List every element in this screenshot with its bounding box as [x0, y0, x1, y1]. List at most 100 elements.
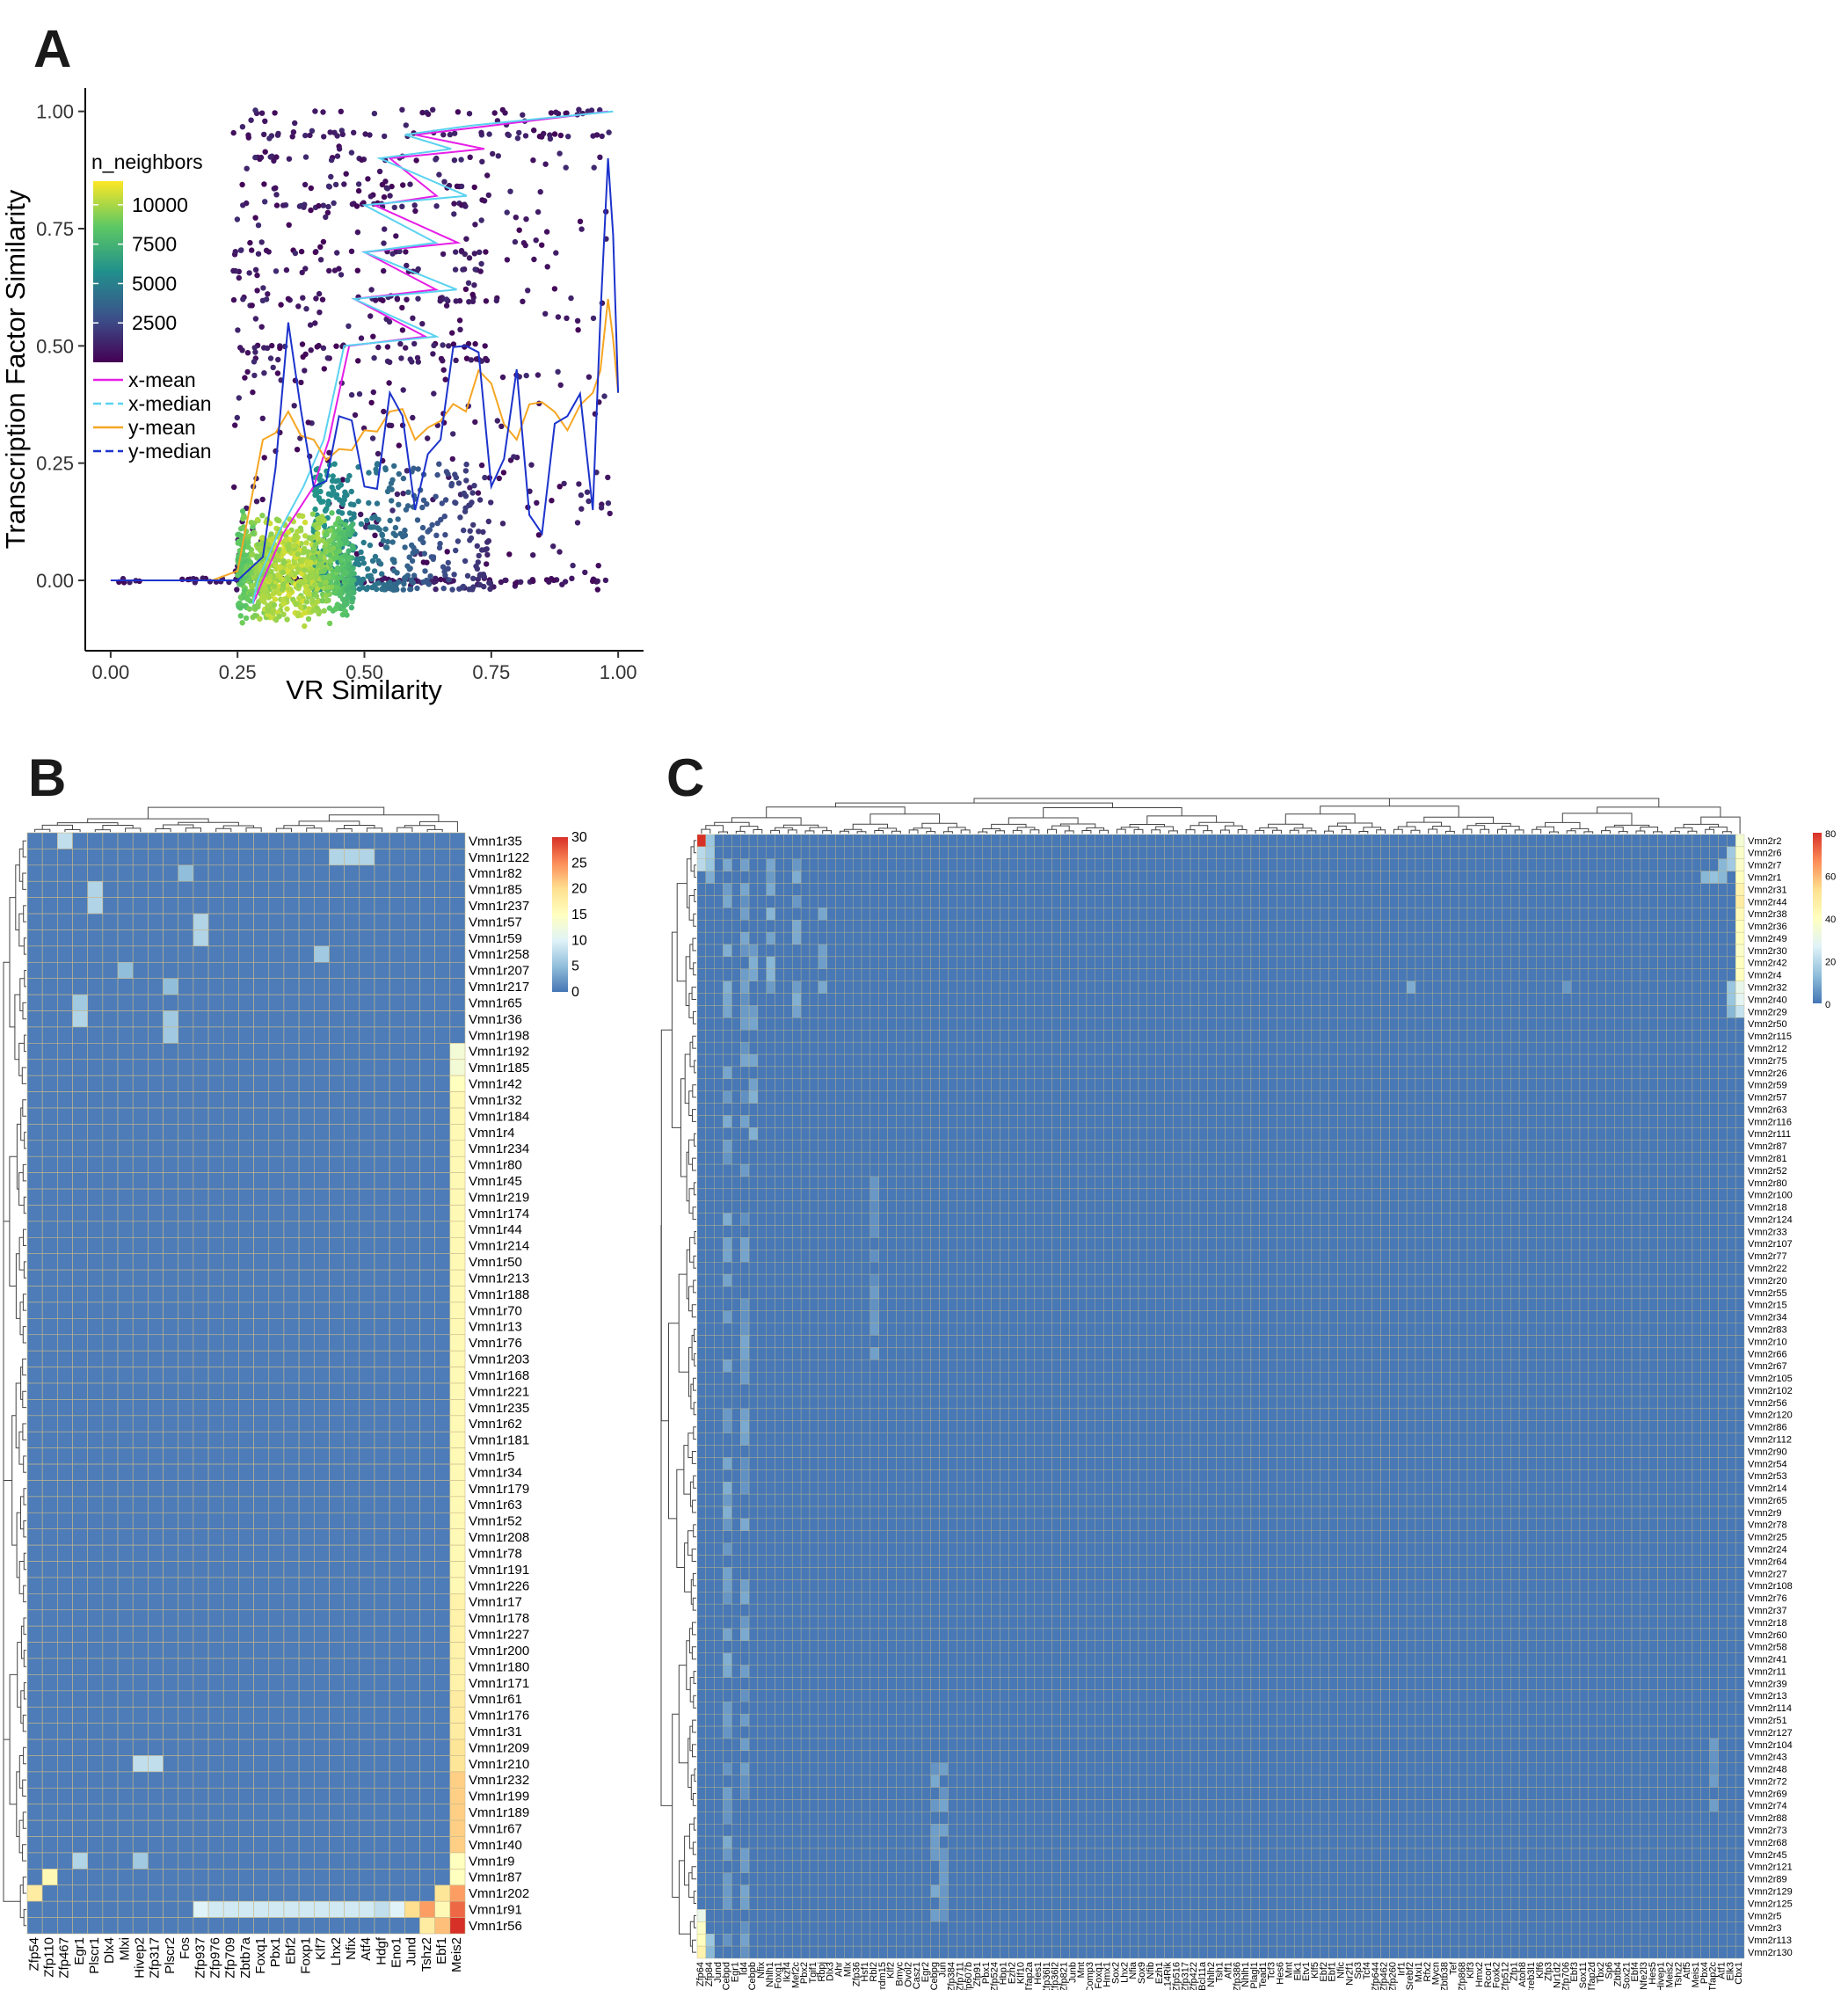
- heatmap-cell: [434, 1480, 451, 1498]
- heatmap-cell: [41, 1236, 58, 1255]
- heatmap-cell: [41, 1577, 58, 1594]
- heatmap-cell: [359, 1755, 375, 1773]
- heatmap-cell: [41, 1739, 58, 1756]
- heatmap-cell: [344, 1658, 360, 1675]
- heatmap-cell: [298, 1723, 315, 1740]
- heatmap-cell: [117, 1334, 134, 1352]
- scatter-point: [410, 414, 416, 421]
- heatmap-cell: [344, 1690, 360, 1708]
- heatmap-cell: [72, 945, 88, 963]
- heatmap-cell: [419, 880, 435, 898]
- scatter-point: [313, 295, 319, 302]
- heatmap-cell: [148, 1755, 164, 1773]
- heatmap-cell: [178, 1399, 194, 1417]
- heatmap-cell: [1060, 871, 1070, 884]
- heatmap-cell: [283, 1350, 300, 1367]
- heatmap-cell: [207, 1577, 224, 1594]
- scatter-point: [438, 516, 444, 523]
- heatmap-cell: [178, 1301, 194, 1319]
- scatter-point: [440, 585, 447, 592]
- heatmap-cell: [193, 1463, 209, 1481]
- heatmap-cell: [87, 1544, 104, 1562]
- scatter-point: [307, 322, 314, 328]
- heatmap-cell: [344, 880, 360, 898]
- y-tick-label: 0.25: [36, 453, 74, 475]
- heatmap-cell: [1527, 846, 1537, 859]
- scatter-point: [328, 173, 334, 180]
- heatmap-cell: [72, 1819, 88, 1837]
- heatmap-cell: [298, 1674, 315, 1692]
- heatmap-cell: [973, 846, 984, 859]
- heatmap-cell: [26, 880, 43, 898]
- row-label: Vmn1r76: [469, 1336, 522, 1351]
- heatmap-cell: [222, 849, 239, 866]
- heatmap-cell: [374, 1706, 390, 1724]
- heatmap-cell: [41, 1367, 58, 1384]
- heatmap-cell: [283, 994, 300, 1011]
- heatmap-cell: [57, 1593, 73, 1611]
- heatmap-cell: [449, 1269, 466, 1287]
- heatmap-cell: [268, 832, 285, 849]
- heatmap-cell: [117, 1900, 134, 1918]
- heatmap-cell: [1354, 858, 1364, 871]
- heatmap-cell: [193, 1447, 209, 1465]
- heatmap-cell: [193, 1286, 209, 1303]
- heatmap-cell: [102, 1043, 119, 1061]
- scatter-point: [516, 227, 522, 233]
- heatmap-cell: [57, 1236, 73, 1255]
- heatmap-cell: [389, 945, 405, 963]
- scatter-point: [452, 471, 458, 477]
- heatmap-cell: [1155, 846, 1165, 859]
- scatter-point: [601, 393, 608, 399]
- heatmap-cell: [389, 1431, 405, 1448]
- heatmap-cell: [939, 846, 949, 859]
- panel-label-c: C: [666, 748, 704, 807]
- heatmap-cell: [419, 897, 435, 915]
- heatmap-cell: [41, 1900, 58, 1918]
- heatmap-cell: [57, 1350, 73, 1367]
- heatmap-cell: [57, 1642, 73, 1659]
- scatter-point: [355, 498, 361, 505]
- heatmap-cell: [222, 1399, 239, 1417]
- heatmap-cell: [178, 1075, 194, 1092]
- heatmap-cell: [102, 1124, 119, 1141]
- heatmap-cell: [238, 849, 254, 866]
- heatmap-cell: [283, 1140, 300, 1157]
- heatmap-cell: [298, 1819, 315, 1837]
- scatter-point: [252, 316, 259, 322]
- heatmap-cell: [102, 1755, 119, 1773]
- heatmap-cell: [268, 1917, 285, 1935]
- scatter-point: [300, 295, 306, 301]
- heatmap-cell: [222, 1480, 239, 1498]
- scatter-point: [300, 354, 306, 360]
- heatmap-cell: [193, 961, 209, 980]
- heatmap-cell: [253, 1900, 270, 1918]
- heatmap-cell: [283, 1059, 300, 1076]
- dendrogram-branch: [1597, 806, 1721, 818]
- scatter-point: [258, 154, 265, 161]
- heatmap-cell: [329, 1706, 345, 1724]
- heatmap-cell: [1398, 858, 1408, 871]
- row-label: Vmn1r189: [469, 1805, 529, 1820]
- heatmap-cell: [359, 1091, 375, 1109]
- heatmap-cell: [1398, 871, 1408, 884]
- heatmap-cell: [253, 1852, 270, 1870]
- heatmap-cell: [1363, 834, 1372, 848]
- heatmap-cell: [222, 1043, 239, 1061]
- scatter-point: [365, 176, 371, 182]
- scatter-point: [235, 531, 241, 538]
- heatmap-cell: [1389, 871, 1399, 884]
- heatmap-cell: [57, 1188, 73, 1206]
- heatmap-cell: [163, 1367, 179, 1384]
- heatmap-cell: [313, 1205, 330, 1222]
- heatmap-cell: [359, 1205, 375, 1222]
- colorbar-tick-label: 10: [571, 933, 587, 948]
- scatter-point: [548, 110, 555, 116]
- heatmap-cell: [359, 1026, 375, 1044]
- heatmap-cell: [1450, 871, 1459, 884]
- scatter-point: [382, 586, 388, 593]
- heatmap-cell: [404, 1463, 420, 1481]
- heatmap-cell: [253, 1804, 270, 1821]
- heatmap-cell: [1311, 858, 1321, 871]
- heatmap-cell: [148, 1528, 164, 1546]
